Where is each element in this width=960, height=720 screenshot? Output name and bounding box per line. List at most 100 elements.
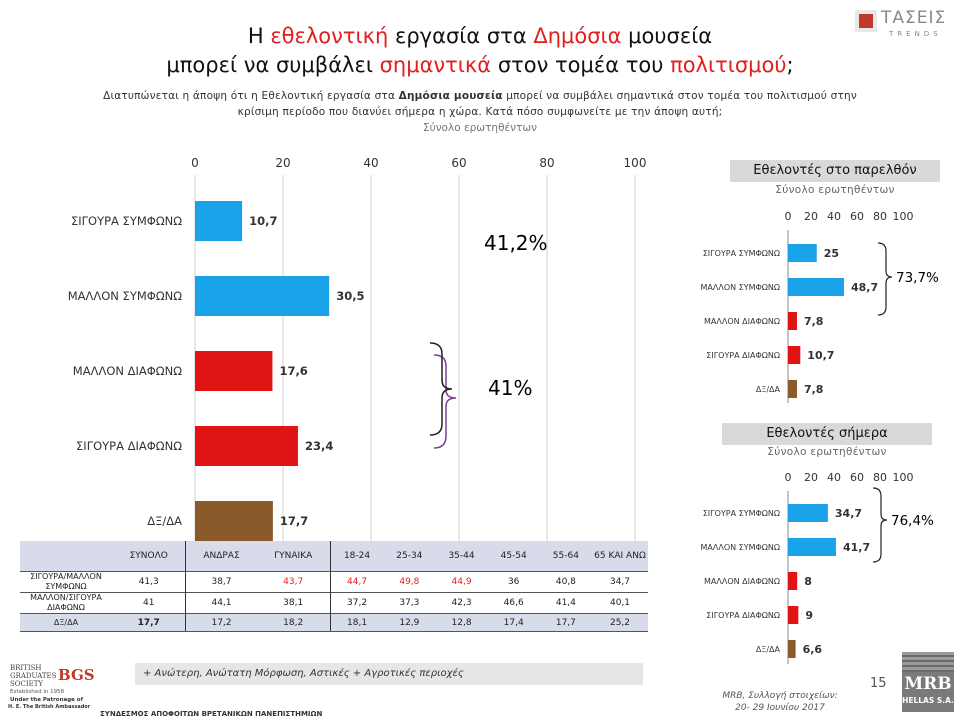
crosstab-cell: 18,2 bbox=[256, 613, 331, 632]
question-text: Διατυπώνεται η άποψη ότι η Εθελοντική ερ… bbox=[103, 90, 857, 118]
bgs-logo: BRITISH GRADUATES SOCIETY BGS Establishe… bbox=[6, 664, 98, 716]
x-tick-label: 100 bbox=[624, 156, 647, 170]
crosstab-cell: 41 bbox=[112, 592, 186, 614]
crosstab-cell: 37,3 bbox=[383, 592, 436, 614]
x-tick-label: 80 bbox=[873, 471, 887, 484]
crosstab-cell: 40,8 bbox=[539, 571, 592, 593]
chart-today-volunteers: 0 20 40 60 80 100 ΣΙΓΟΥΡΑ ΣΥΜΦΩΝΩ ΜΑΛΛΟΝ ΣΥΜΦΩ… bbox=[701, 471, 934, 664]
bgs-patron-line2: H. E. The British Ambassador bbox=[8, 704, 91, 710]
bgs-patron-line1: Under the Patronage of bbox=[10, 697, 83, 703]
bar bbox=[195, 426, 298, 466]
bar bbox=[788, 312, 797, 330]
category-label: ΣΙΓΟΥΡΑ ΔΙΑΦΩΝΩ bbox=[76, 439, 182, 453]
bgs-logo-text: BRITISH GRADUATES SOCIETY bbox=[10, 664, 57, 688]
bar bbox=[195, 501, 273, 541]
crosstab-row: ΣΙΓΟΥΡΑ/ΜΑΛΛΟΝ ΣΥΜΦΩΝΩ 41,3 38,7 43,7 44,7 49… bbox=[20, 571, 648, 593]
x-tick-label: 20 bbox=[275, 156, 290, 170]
bar bbox=[788, 572, 798, 590]
crosstab-cell: 38,1 bbox=[256, 592, 331, 614]
crosstab-cell: 12,8 bbox=[435, 613, 488, 632]
crosstab-cell: 44,7 bbox=[329, 571, 384, 593]
crosstab-cell: 38,7 bbox=[185, 571, 257, 593]
data-label: 17,7 bbox=[280, 514, 308, 528]
bar bbox=[195, 276, 330, 316]
crosstab-cell: 34,7 bbox=[592, 571, 648, 593]
data-label: 7,8 bbox=[804, 315, 824, 328]
annotation-today-total: 76,4% bbox=[891, 513, 934, 529]
crosstab-header-cell: 65 ΚΑΙ ΑΝΩ bbox=[592, 541, 648, 572]
crosstab-row-label: ΣΙΓΟΥΡΑ/ΜΑΛΛΟΝ ΣΥΜΦΩΝΩ bbox=[20, 571, 112, 593]
category-label: ΜΑΛΛΟΝ ΣΥΜΦΩΝΩ bbox=[68, 289, 182, 303]
data-label: 7,8 bbox=[804, 383, 824, 396]
x-tick-label: 100 bbox=[893, 210, 914, 223]
brace-past bbox=[877, 242, 893, 316]
category-label: ΔΞ/ΔΑ bbox=[147, 514, 182, 528]
crosstab-cell: 42,3 bbox=[435, 592, 488, 614]
x-tick-label: 0 bbox=[191, 156, 199, 170]
category-label: ΣΙΓΟΥΡΑ ΔΙΑΦΩΝΩ bbox=[706, 611, 780, 620]
trends-logo-text: TRENDS bbox=[889, 30, 942, 38]
crosstab-cell: 17,7 bbox=[539, 613, 592, 632]
data-label: 30,5 bbox=[336, 289, 364, 303]
bar bbox=[195, 201, 243, 241]
category-label: ΣΙΓΟΥΡΑ ΔΙΑΦΩΝΩ bbox=[706, 351, 780, 360]
crosstab-cell: 18,1 bbox=[329, 613, 384, 632]
x-tick-label: 40 bbox=[827, 471, 841, 484]
annotation-agree-total: 41,2% bbox=[484, 231, 548, 255]
category-label: ΔΞ/ΔΑ bbox=[756, 645, 781, 654]
category-label: ΣΙΓΟΥΡΑ ΣΥΜΦΩΝΩ bbox=[703, 249, 780, 258]
crosstab-cell: 17,4 bbox=[487, 613, 540, 632]
taseis-logo-text: ΤΑΣΕΙΣ bbox=[881, 8, 947, 28]
bgs-caption: ΣΥΝΔΕΣΜΟΣ ΑΠΟΦΟΙΤΩΝ ΒΡΕΤΑΝΙΚΩΝ ΠΑΝΕΠΙΣΤΗ… bbox=[100, 710, 323, 718]
crosstab-cell: 41,3 bbox=[112, 571, 186, 593]
bgs-established: Established in 1958 bbox=[10, 689, 65, 695]
data-label: 8 bbox=[804, 575, 812, 588]
data-label: 23,4 bbox=[305, 439, 333, 453]
crosstab-header-cell: 35-44 bbox=[435, 541, 488, 572]
data-label: 17,6 bbox=[279, 364, 307, 378]
x-tick-label: 20 bbox=[804, 210, 818, 223]
crosstab-cell: 36 bbox=[487, 571, 540, 593]
annotation-disagree-total: 41% bbox=[488, 376, 532, 400]
crosstab-header-cell bbox=[20, 541, 112, 572]
x-tick-label: 0 bbox=[785, 471, 792, 484]
x-tick-label: 20 bbox=[804, 471, 818, 484]
panel-today-subtitle: Σύνολο ερωτηθέντων bbox=[767, 446, 887, 458]
bar bbox=[788, 504, 828, 522]
data-label: 41,7 bbox=[843, 541, 870, 554]
crosstab-row: ΜΑΛΛΟΝ/ΣΙΓΟΥΡΑ ΔΙΑΦΩΝΩ 41 44,1 38,1 37,2 37,3… bbox=[20, 592, 648, 614]
category-label: ΜΑΛΛΟΝ ΣΥΜΦΩΝΩ bbox=[701, 543, 781, 552]
category-label: ΣΙΓΟΥΡΑ ΣΥΜΦΩΝΩ bbox=[703, 509, 780, 518]
taseis-logo-icon bbox=[855, 10, 877, 32]
crosstab-row-label: ΜΑΛΛΟΝ/ΣΙΓΟΥΡΑ ΔΙΑΦΩΝΩ bbox=[20, 592, 112, 614]
crosstab-header-cell: 45-54 bbox=[487, 541, 540, 572]
category-label: ΣΙΓΟΥΡΑ ΣΥΜΦΩΝΩ bbox=[71, 214, 182, 228]
bgs-mark: BGS bbox=[58, 666, 95, 684]
category-label: ΜΑΛΛΟΝ ΔΙΑΦΩΝΩ bbox=[704, 577, 780, 586]
crosstab-header-cell: 25-34 bbox=[383, 541, 436, 572]
crosstab-header-cell: ΣΥΝΟΛΟ bbox=[112, 541, 186, 572]
bar bbox=[195, 351, 273, 391]
crosstab-header-cell: ΓΥΝΑΙΚΑ bbox=[256, 541, 331, 572]
panel-today-title: Εθελοντές σήμερα bbox=[722, 423, 932, 445]
crosstab-cell: 37,2 bbox=[329, 592, 384, 614]
data-label: 10,7 bbox=[249, 214, 277, 228]
x-tick-label: 60 bbox=[451, 156, 466, 170]
crosstab-cell: 12,9 bbox=[383, 613, 436, 632]
crosstab-header-cell: ΑΝΔΡΑΣ bbox=[185, 541, 257, 572]
chart-past-volunteers: 0 20 40 60 80 100 ΣΙΓΟΥΡΑ ΣΥΜΦΩΝΩ ΜΑΛΛΟΝ ΣΥΜΦΩ… bbox=[701, 210, 939, 403]
crosstab-cell: 44,9 bbox=[435, 571, 488, 593]
data-label: 48,7 bbox=[851, 281, 878, 294]
x-tick-label: 100 bbox=[893, 471, 914, 484]
x-tick-label: 80 bbox=[539, 156, 554, 170]
x-tick-label: 40 bbox=[827, 210, 841, 223]
x-tick-label: 40 bbox=[363, 156, 378, 170]
mrb-logo-subtext: HELLAS S.A. bbox=[902, 696, 954, 705]
mrb-logo-text: MRB bbox=[904, 674, 952, 694]
crosstab-cell: 41,4 bbox=[539, 592, 592, 614]
annotation-past-total: 73,7% bbox=[896, 270, 939, 286]
crosstab-cell: 25,2 bbox=[592, 613, 648, 632]
footnote: + Ανώτερη, Ανώτατη Μόρφωση, Αστικές + Αγ… bbox=[135, 663, 643, 685]
brace-today bbox=[872, 487, 888, 563]
x-tick-label: 60 bbox=[850, 471, 864, 484]
